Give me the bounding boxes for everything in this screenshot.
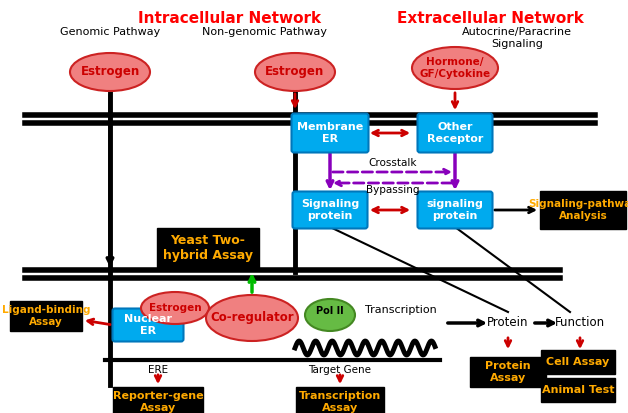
FancyBboxPatch shape [541, 378, 615, 402]
Text: Protein
Assay: Protein Assay [485, 361, 531, 383]
Text: Non-genomic Pathway: Non-genomic Pathway [202, 27, 327, 37]
Text: Reporter-gene
Assay: Reporter-gene Assay [112, 391, 203, 413]
Text: Pol II: Pol II [316, 306, 344, 316]
FancyBboxPatch shape [10, 301, 82, 331]
Ellipse shape [206, 295, 298, 341]
Text: Target Gene: Target Gene [308, 365, 372, 375]
Text: Protein: Protein [487, 316, 529, 330]
Text: Estrogen: Estrogen [266, 66, 325, 78]
Text: Hormone/
GF/Cytokine: Hormone/ GF/Cytokine [420, 57, 490, 79]
Text: Nuclear
ER: Nuclear ER [124, 314, 172, 336]
Ellipse shape [70, 53, 150, 91]
Text: Ligand-binding
Assay: Ligand-binding Assay [2, 305, 90, 327]
Text: Estrogen: Estrogen [149, 303, 202, 313]
Text: Cell Assay: Cell Assay [546, 357, 610, 367]
FancyBboxPatch shape [113, 387, 203, 413]
Text: Transcription
Assay: Transcription Assay [299, 391, 381, 413]
FancyBboxPatch shape [418, 114, 492, 152]
Text: Transcription: Transcription [365, 305, 436, 315]
Text: Signaling
protein: Signaling protein [301, 199, 359, 221]
FancyBboxPatch shape [112, 309, 183, 342]
FancyBboxPatch shape [291, 114, 369, 152]
Ellipse shape [305, 299, 355, 331]
Text: Animal Test: Animal Test [542, 385, 614, 395]
Text: Yeast Two-
hybrid Assay: Yeast Two- hybrid Assay [163, 233, 253, 263]
Text: Crosstalk: Crosstalk [369, 158, 417, 168]
Text: Membrane
ER: Membrane ER [297, 122, 363, 144]
Text: Genomic Pathway: Genomic Pathway [60, 27, 160, 37]
Text: Intracellular Network: Intracellular Network [138, 11, 322, 26]
Text: Extracellular Network: Extracellular Network [396, 11, 583, 26]
FancyBboxPatch shape [293, 192, 367, 228]
FancyBboxPatch shape [296, 387, 384, 413]
Text: ERE: ERE [148, 365, 168, 375]
Text: Autocrine/Paracrine
Signaling: Autocrine/Paracrine Signaling [462, 27, 572, 50]
Text: Estrogen: Estrogen [80, 66, 139, 78]
FancyBboxPatch shape [157, 228, 259, 268]
Ellipse shape [255, 53, 335, 91]
Text: Other
Receptor: Other Receptor [427, 122, 483, 144]
FancyBboxPatch shape [470, 357, 546, 387]
FancyBboxPatch shape [541, 350, 615, 374]
Text: signaling
protein: signaling protein [426, 199, 484, 221]
Text: Function: Function [555, 316, 605, 330]
Ellipse shape [412, 47, 498, 89]
Text: Signaling-pathway
Analysis: Signaling-pathway Analysis [528, 199, 628, 221]
Ellipse shape [141, 292, 209, 324]
FancyBboxPatch shape [540, 191, 626, 229]
Text: Co-regulator: Co-regulator [210, 311, 294, 325]
Text: Bypassing: Bypassing [366, 185, 420, 195]
FancyBboxPatch shape [418, 192, 492, 228]
